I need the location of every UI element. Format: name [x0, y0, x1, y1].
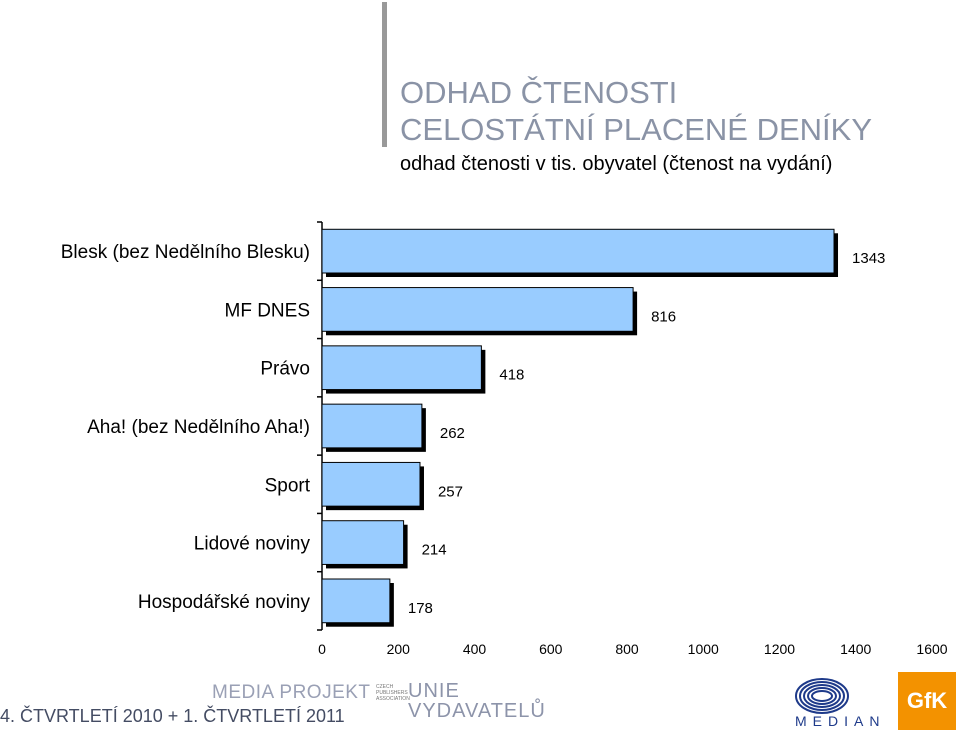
bar — [321, 345, 482, 391]
data-label: 214 — [422, 542, 447, 559]
footer-period: 4. ČTVRTLETÍ 2010 + 1. ČTVRTLETÍ 2011 — [0, 706, 345, 726]
page-title-line2: CELOSTÁTNÍ PLACENÉ DENÍKY — [400, 112, 873, 147]
x-tick-label: 1200 — [764, 641, 795, 657]
category-label: Blesk (bez Nedělního Blesku) — [61, 242, 310, 263]
median-logo-icon — [795, 678, 849, 714]
category-label: Sport — [265, 475, 311, 496]
x-tick-label: 400 — [463, 641, 487, 657]
x-tick-label: 1400 — [840, 641, 871, 657]
x-tick-label: 800 — [615, 641, 639, 657]
data-label: 1343 — [852, 250, 885, 267]
data-label: 257 — [438, 483, 463, 500]
x-tick-label: 1000 — [688, 641, 719, 657]
unie-line1: UNIE — [408, 680, 460, 702]
czech-publishers-association-logo: CZECH PUBLISHERS ASSOCIATION — [376, 684, 410, 730]
bar-chart: Blesk (bez Nedělního Blesku) 1343 MF DNES 8… — [61, 221, 948, 657]
data-label: 262 — [440, 425, 465, 442]
x-tick-label: 0 — [318, 641, 326, 657]
page-subtitle: odhad čtenosti v tis. obyvatel (čtenost … — [400, 153, 833, 175]
bar — [321, 520, 405, 565]
category-label: Aha! (bez Nedělního Aha!) — [87, 417, 310, 438]
bar — [321, 578, 391, 624]
media-projekt-logo: MEDIA PROJEKT — [212, 682, 371, 703]
bar — [321, 461, 421, 507]
category-label: Hospodářské noviny — [138, 592, 311, 613]
x-tick-label: 200 — [387, 641, 411, 657]
category-label: MF DNES — [225, 300, 311, 321]
bar — [321, 403, 423, 449]
gfk-logo: GfK — [898, 672, 956, 730]
bar — [321, 287, 634, 332]
cpa-line: CZECH — [376, 684, 394, 690]
data-label: 418 — [499, 367, 524, 384]
page-title-line1: ODHAD ČTENOSTI — [400, 75, 678, 110]
unie-line2: VYDAVATELŮ — [408, 700, 546, 722]
cpa-line: PUBLISHERS — [376, 690, 408, 696]
cpa-line: ASSOCIATION — [376, 696, 410, 702]
bar — [321, 228, 835, 274]
category-label: Právo — [260, 359, 310, 380]
unie-vydavatelu-logo: UNIE VYDAVATELŮ — [408, 681, 546, 721]
data-label: 816 — [651, 308, 676, 325]
x-tick-label: 600 — [539, 641, 563, 657]
data-label: 178 — [408, 600, 433, 617]
x-tick-label: 1600 — [916, 641, 947, 657]
median-logo-text: MEDIAN — [795, 713, 886, 729]
title-accent-bar — [382, 2, 387, 147]
category-label: Lidové noviny — [194, 534, 311, 555]
